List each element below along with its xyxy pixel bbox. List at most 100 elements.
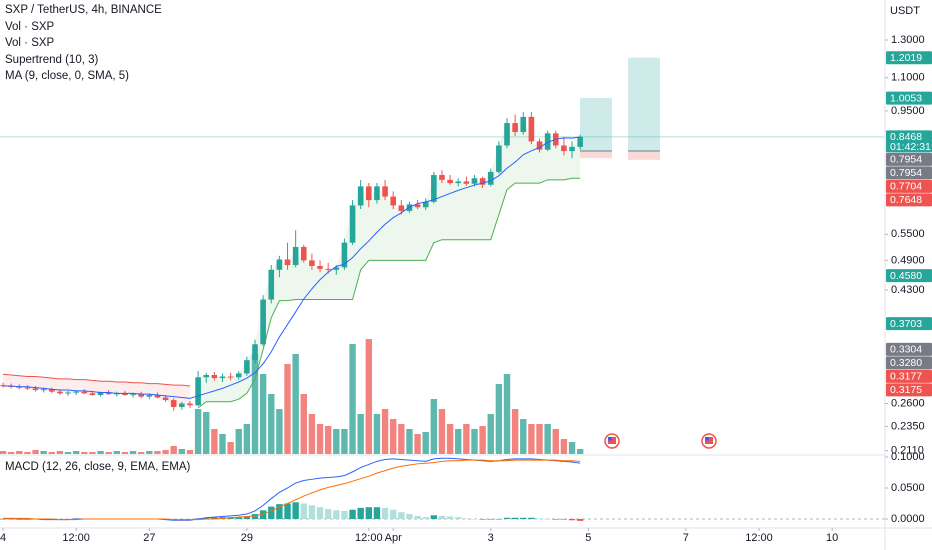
x-tick-label: 10 bbox=[826, 532, 838, 544]
candle-body bbox=[341, 242, 348, 268]
supertrend-fill bbox=[3, 374, 190, 408]
candle-body bbox=[439, 175, 445, 180]
volume-bar bbox=[373, 414, 381, 454]
candle-body bbox=[487, 171, 494, 185]
candle-body bbox=[57, 391, 63, 394]
price-tag bbox=[886, 179, 932, 193]
macd-histogram-bar bbox=[276, 504, 283, 520]
candle-body bbox=[333, 267, 340, 270]
candle-body bbox=[382, 186, 388, 197]
macd-histogram-bar bbox=[511, 517, 519, 520]
macd-histogram-bar bbox=[479, 519, 486, 520]
price-tag-label: 0.3175 bbox=[890, 384, 922, 396]
x-tick-label: 12:00 bbox=[745, 532, 773, 544]
volume-bar bbox=[463, 424, 470, 454]
y-tick-label: 0.0500 bbox=[891, 482, 925, 494]
candle-body bbox=[89, 393, 96, 395]
legend-entry: MA (9, close, 0, SMA, 5) bbox=[5, 70, 129, 82]
macd-histogram-bar bbox=[349, 509, 356, 520]
macd-histogram-bar bbox=[251, 514, 259, 520]
macd-histogram-bar bbox=[552, 519, 559, 520]
candle-body bbox=[162, 397, 169, 401]
volume-bar bbox=[576, 449, 584, 454]
candle-body bbox=[536, 141, 543, 150]
y-tick-label: 0.1000 bbox=[891, 451, 925, 463]
macd-histogram-bar bbox=[365, 507, 373, 520]
drawing-tools bbox=[580, 57, 717, 449]
volume-bar bbox=[381, 409, 389, 454]
supertrend-fill bbox=[198, 116, 581, 408]
volume-bar bbox=[105, 452, 112, 454]
candle-body bbox=[73, 391, 79, 393]
candle-body bbox=[325, 268, 331, 270]
candle-body bbox=[374, 186, 380, 201]
macd-histogram-bar bbox=[536, 518, 543, 520]
y-tick-label: 0.9500 bbox=[891, 105, 925, 117]
volume-bar bbox=[455, 429, 462, 454]
candle-body bbox=[357, 186, 364, 206]
price-tag bbox=[886, 130, 932, 153]
candle-body bbox=[48, 389, 55, 392]
macd-histogram-bar bbox=[373, 507, 381, 520]
volume-bar bbox=[357, 414, 364, 454]
price-tag bbox=[886, 152, 932, 166]
macd-histogram-bar bbox=[235, 517, 242, 520]
price-tag-label: 0.3703 bbox=[890, 318, 922, 330]
price-tag-label: 1.0053 bbox=[890, 92, 922, 104]
macd-histogram-bar bbox=[324, 509, 332, 520]
candle-body bbox=[122, 393, 128, 395]
volume-bar bbox=[422, 432, 429, 454]
y-tick-label: 0.2600 bbox=[891, 397, 925, 409]
candle-body bbox=[179, 403, 185, 408]
volume-bar bbox=[349, 344, 356, 454]
macd-histogram-bar bbox=[381, 507, 389, 520]
y-tick-label: 0.0000 bbox=[891, 513, 925, 525]
macd-histogram-bar bbox=[333, 510, 340, 520]
price-tag bbox=[886, 166, 932, 180]
x-tick-label: Apr bbox=[385, 532, 402, 544]
legend: SXP / TetherUS, 4h, BINANCE Vol · SXP Vo… bbox=[5, 4, 191, 473]
position-profit bbox=[628, 57, 660, 151]
candle-body bbox=[105, 392, 112, 395]
macd-pane bbox=[0, 457, 885, 521]
macd-histogram-bar bbox=[284, 503, 291, 520]
price-tag bbox=[886, 51, 932, 65]
volume-bar bbox=[495, 384, 503, 454]
volume-bar bbox=[113, 451, 121, 454]
macd-histogram-bar bbox=[471, 519, 478, 520]
candle-body bbox=[284, 259, 291, 266]
volume-bar bbox=[24, 452, 31, 454]
volume-bar bbox=[16, 451, 23, 454]
macd-histogram-bar bbox=[568, 519, 576, 521]
volume-bar bbox=[178, 449, 186, 454]
macd-histogram-bar bbox=[268, 506, 275, 520]
axis-unit: USDT bbox=[890, 5, 920, 17]
price-tag-label: 0.7954 bbox=[890, 154, 922, 166]
macd-histogram-bar bbox=[292, 502, 299, 520]
y-tick-label: 0.4900 bbox=[891, 254, 925, 266]
volume-bar bbox=[56, 451, 64, 454]
candle-body bbox=[276, 259, 283, 270]
candle-body bbox=[32, 388, 39, 391]
chart-title: SXP / TetherUS, 4h, BINANCE bbox=[5, 4, 162, 16]
volume-bar bbox=[333, 429, 340, 454]
volume-bar bbox=[40, 451, 47, 454]
candle-body bbox=[97, 392, 104, 395]
volume-bar bbox=[552, 429, 559, 454]
volume-bar bbox=[97, 451, 104, 454]
volume-bar bbox=[276, 409, 283, 454]
candle-body bbox=[390, 196, 396, 206]
volume-bar bbox=[0, 451, 7, 454]
volume-bar bbox=[503, 374, 511, 454]
candle-body bbox=[447, 179, 453, 184]
y-tick-label: 0.4300 bbox=[891, 284, 925, 296]
price-tag bbox=[886, 193, 932, 207]
candle-body bbox=[471, 178, 478, 184]
volume-bar bbox=[389, 419, 397, 454]
candle-body bbox=[187, 403, 193, 406]
macd-histogram-bar bbox=[463, 518, 470, 520]
y-tick-label: 1.3000 bbox=[891, 34, 925, 46]
volume-bar bbox=[544, 424, 551, 454]
candle-body bbox=[577, 136, 583, 147]
